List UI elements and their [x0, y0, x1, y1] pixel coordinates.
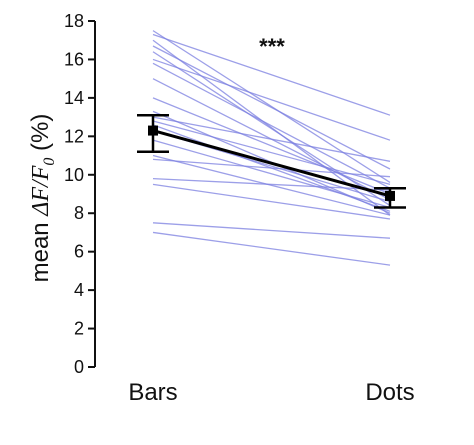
individual-line-9 — [152, 97, 391, 195]
individual-line-16 — [152, 154, 391, 216]
individual-line-21 — [152, 231, 391, 266]
x-category-label-dots: Dots — [365, 379, 414, 406]
mean-series — [137, 113, 406, 209]
mean-marker-dots — [385, 190, 395, 201]
y-tick-label-6: 6 — [74, 242, 84, 262]
y-tick-label-2: 2 — [74, 319, 84, 339]
mean-line — [152, 129, 391, 198]
y-tick-labels: 0 2 4 6 8 10 12 14 16 18 — [64, 11, 84, 377]
mean-marker-bars — [148, 125, 158, 136]
y-tick-label-12: 12 — [64, 126, 84, 146]
y-tick-label-14: 14 — [64, 88, 84, 108]
individual-line-15 — [152, 139, 391, 209]
individual-lines — [152, 30, 391, 266]
y-tick-label-16: 16 — [64, 49, 84, 69]
individual-line-20 — [152, 222, 391, 239]
significance-annotation: *** — [259, 34, 285, 59]
x-category-label-bars: Bars — [128, 379, 177, 406]
individual-line-17 — [152, 158, 391, 178]
y-tick-label-10: 10 — [64, 165, 84, 185]
y-axis — [88, 20, 96, 368]
y-axis-label-ratio: ΔF/F — [28, 165, 54, 216]
individual-line-19 — [152, 183, 391, 220]
y-axis-label-prefix: mean — [27, 216, 54, 283]
individual-line-6 — [152, 58, 391, 141]
y-tick-label-8: 8 — [74, 203, 84, 223]
x-category-labels: Bars Dots — [128, 379, 414, 406]
individual-line-4 — [152, 45, 391, 170]
y-axis-label: mean ΔF/F0 (%) — [27, 114, 58, 283]
y-tick-label-4: 4 — [74, 280, 84, 300]
y-axis-label-subscript: 0 — [41, 158, 58, 166]
y-tick-label-0: 0 — [74, 357, 84, 377]
y-tick-label-18: 18 — [64, 11, 84, 31]
individual-line-7 — [152, 62, 391, 189]
individual-line-11 — [152, 116, 391, 162]
y-axis-label-suffix: (%) — [27, 114, 54, 158]
individual-line-1 — [152, 30, 391, 184]
individual-line-2 — [152, 33, 391, 116]
individual-line-12 — [152, 120, 391, 186]
individual-line-18 — [152, 177, 391, 191]
